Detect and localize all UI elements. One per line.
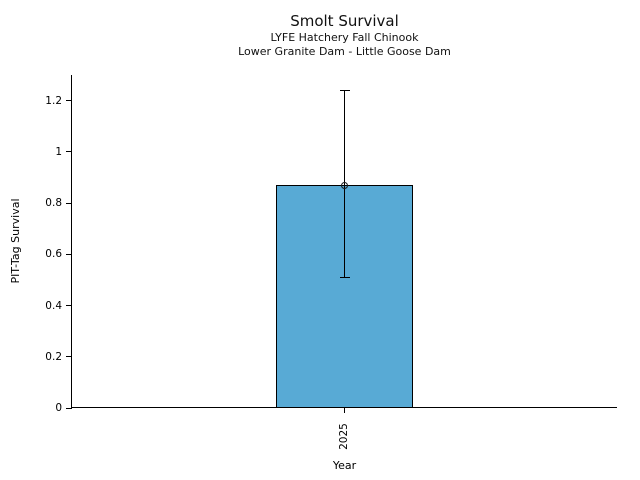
y-tick-label: 1.2	[45, 94, 62, 107]
y-tick-mark	[66, 305, 72, 307]
y-tick-label: 0.2	[45, 350, 62, 363]
y-tick-mark	[66, 253, 72, 255]
error-bar-cap-top	[339, 89, 350, 92]
y-tick-mark	[66, 202, 72, 204]
chart-subtitle-stock: LYFE Hatchery Fall Chinook	[270, 31, 419, 44]
mean-marker	[341, 181, 348, 189]
y-axis-label: PIT-Tag Survival	[9, 198, 22, 284]
y-tick-label: 0.4	[45, 299, 62, 312]
x-axis-label: Year	[332, 459, 357, 472]
y-tick-label: 0	[55, 402, 62, 414]
y-tick-mark	[66, 356, 72, 358]
y-tick-mark	[66, 151, 72, 153]
y-axis-spine	[71, 75, 72, 408]
error-bar-cap-bottom	[339, 276, 350, 279]
chart-title: Smolt Survival	[290, 12, 399, 30]
y-tick-label: 1	[55, 145, 62, 158]
y-tick-label: 0.8	[45, 197, 62, 210]
y-tick-mark	[66, 100, 72, 102]
y-tick-label: 0.6	[45, 248, 62, 261]
x-tick-label-year: 2025	[338, 423, 350, 450]
x-tick-mark	[344, 408, 345, 413]
y-tick-mark	[66, 407, 72, 409]
chart-subtitle-reach: Lower Granite Dam - Little Goose Dam	[238, 45, 451, 58]
